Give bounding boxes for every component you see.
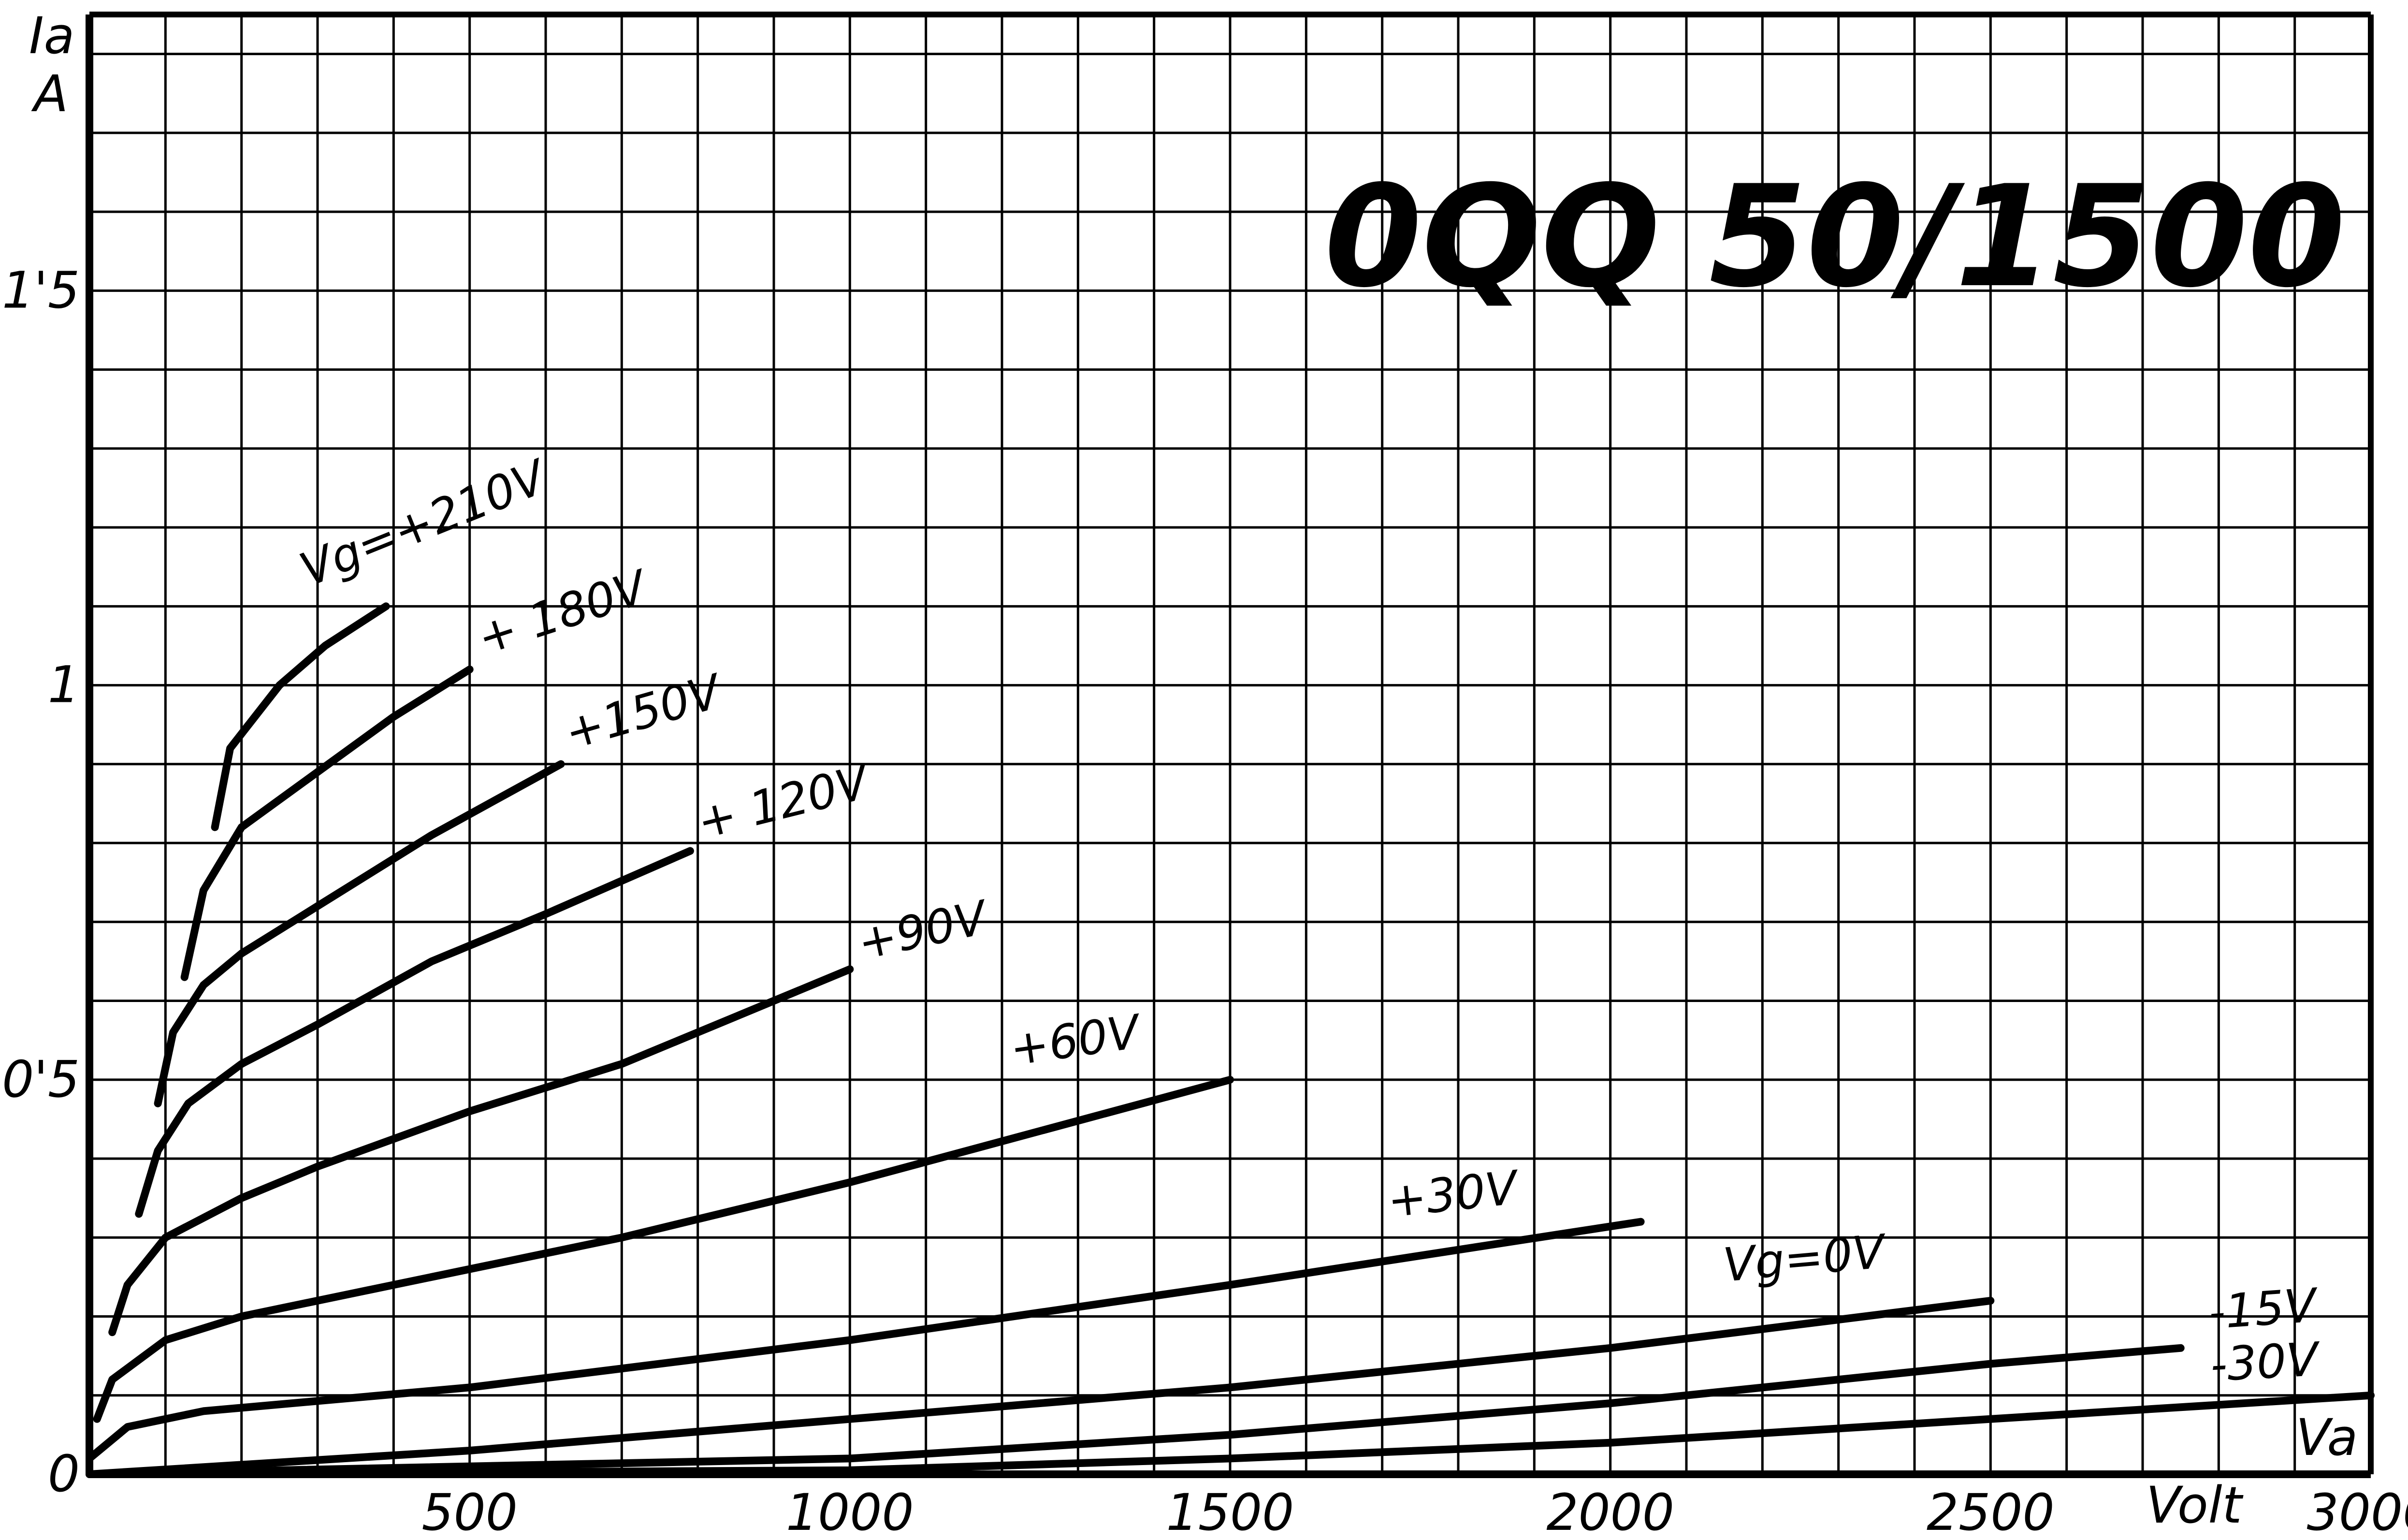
x-axis-unit: Volt (2146, 1476, 2244, 1535)
curve-2 (154, 760, 565, 1107)
x-axis-label: Va (2296, 1408, 2358, 1467)
curve-label: +90V (853, 890, 994, 971)
curve-label: -15V (2206, 1278, 2321, 1340)
x-tick-label: 2500 (1927, 1483, 2055, 1538)
x-tick-label: 1000 (786, 1483, 914, 1538)
x-tick-label: 500 (421, 1483, 518, 1538)
curve-4 (108, 965, 854, 1337)
curve-7 (86, 1296, 1995, 1478)
curve-1 (180, 665, 474, 981)
curve-0 (211, 602, 390, 831)
curve-label: +30V (1385, 1160, 1523, 1228)
curve-label: +150V (559, 664, 730, 760)
y-tick-label: 0'5 (2, 1050, 80, 1109)
y-tick-label: 1'5 (2, 261, 80, 320)
y-tick-label: 1 (48, 655, 80, 714)
chart-title: 0QQ 50/1500 (1324, 156, 2345, 319)
curve-5 (93, 1075, 1234, 1423)
curve-3 (135, 847, 694, 1218)
curve-label: Vg=0V (1721, 1224, 1890, 1293)
curve-9 (86, 1391, 2375, 1478)
x-tick-label: 2000 (1546, 1483, 1674, 1538)
grid (89, 15, 2371, 1474)
y-tick-label: 0 (48, 1444, 80, 1503)
curve-6 (86, 1218, 1645, 1463)
y-axis-unit: A (31, 64, 68, 123)
curve-label: + 180V (471, 559, 656, 666)
curve-label: Vg=+210V (292, 449, 556, 597)
y-axis-label: Ia (29, 6, 74, 65)
curve-label: +60V (1007, 1004, 1146, 1076)
labels: 0QQ 50/1500 Ia A Va Volt 500 1000 1500 2000… (2, 6, 2408, 1540)
curve-8 (86, 1344, 2185, 1478)
x-tick-label: 1500 (1166, 1483, 1294, 1538)
curve-label: -30V (2209, 1332, 2322, 1392)
